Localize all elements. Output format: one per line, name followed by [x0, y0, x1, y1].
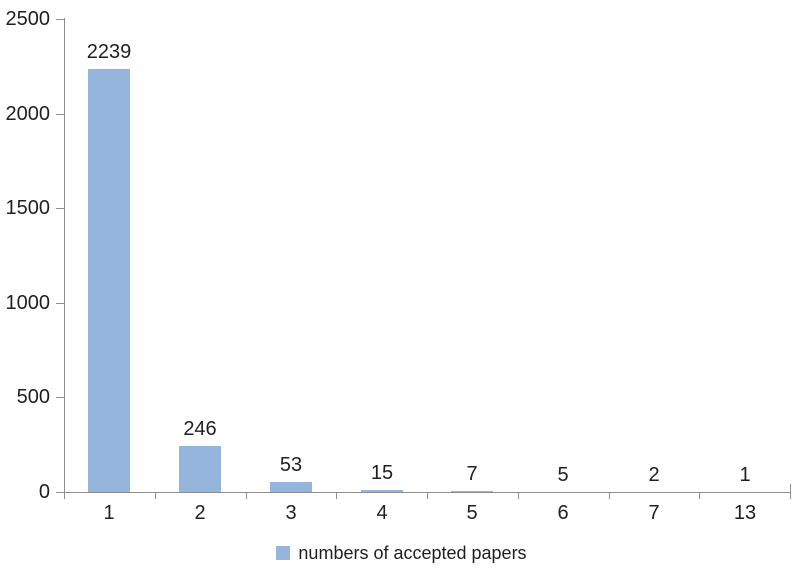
bar-value-label: 2239 — [86, 41, 132, 63]
x-category-label: 2 — [194, 502, 206, 524]
legend-swatch-icon — [276, 546, 291, 560]
y-tick-label: 1500 — [5, 197, 51, 219]
x-axis-tick — [155, 493, 156, 499]
bar-value-label: 7 — [466, 463, 478, 485]
y-axis-tick — [56, 492, 64, 493]
x-category-label: 1 — [103, 502, 115, 524]
bar — [361, 490, 403, 492]
x-category-label: 5 — [466, 502, 478, 524]
bar-value-label: 53 — [279, 454, 303, 476]
bar — [179, 446, 221, 492]
y-axis-tick — [56, 208, 64, 209]
x-axis-tick — [699, 493, 700, 499]
bar — [88, 69, 130, 492]
x-axis-tick — [336, 493, 337, 499]
bar-value-label: 1 — [739, 464, 751, 486]
x-axis-tick — [427, 493, 428, 499]
bar-value-label: 2 — [648, 464, 660, 486]
y-tick-label: 500 — [16, 386, 50, 408]
x-axis-tick — [246, 493, 247, 499]
x-category-label: 6 — [557, 502, 569, 524]
x-category-label: 4 — [376, 502, 388, 524]
y-tick-label: 2500 — [5, 8, 51, 30]
bar-value-label: 5 — [557, 464, 569, 486]
x-category-label: 3 — [285, 502, 297, 524]
x-axis-tick — [790, 493, 791, 499]
y-axis-tick — [56, 397, 64, 398]
bar-value-label: 15 — [370, 462, 394, 484]
x-axis-tick — [609, 493, 610, 499]
y-axis-line — [64, 18, 65, 499]
x-axis-end-tick — [790, 484, 791, 492]
bar — [451, 491, 493, 492]
bar — [270, 482, 312, 492]
y-axis-tick — [56, 303, 64, 304]
x-axis-line — [56, 492, 791, 493]
x-category-label: 7 — [648, 502, 660, 524]
x-axis-tick — [64, 493, 65, 499]
y-axis-tick — [56, 114, 64, 115]
x-axis-tick — [518, 493, 519, 499]
y-axis-tick — [56, 19, 64, 20]
y-tick-label: 2000 — [5, 103, 51, 125]
legend: numbers of accepted papers — [0, 543, 803, 563]
y-tick-label: 1000 — [5, 292, 51, 314]
x-category-label: 13 — [733, 502, 757, 524]
bar-value-label: 246 — [183, 418, 217, 440]
legend-label: numbers of accepted papers — [298, 543, 527, 563]
y-tick-label: 0 — [38, 481, 50, 503]
